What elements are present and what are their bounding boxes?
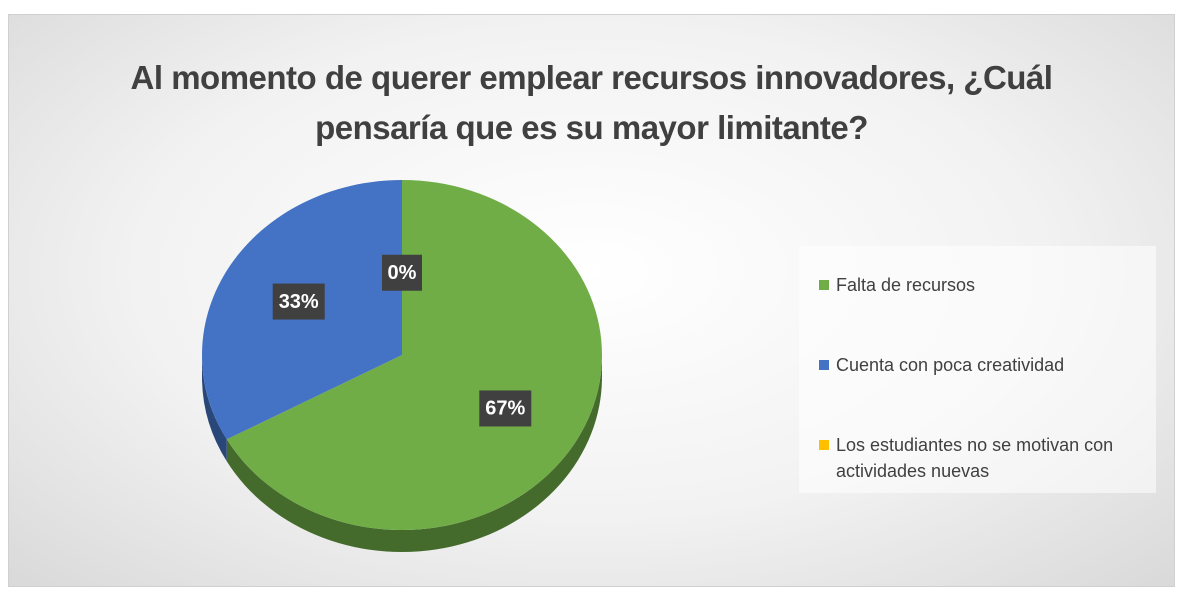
legend-swatch	[819, 440, 829, 450]
pie-sides	[202, 355, 603, 552]
legend-entry: Los estudiantes no se motivan con activi…	[819, 432, 1166, 484]
data-label: 0%	[388, 262, 417, 284]
pie-slice	[226, 180, 603, 530]
pie-tops	[202, 180, 603, 530]
chart-area: Al momento de querer emplear recursos in…	[8, 14, 1175, 587]
data-label-box	[479, 390, 532, 427]
legend-label: Cuenta con poca creatividad	[836, 355, 1065, 375]
legend-entry: Falta de recursos	[819, 272, 1166, 298]
pie-side	[202, 355, 227, 462]
legend-swatch	[819, 280, 829, 290]
legend-entry: Cuenta con poca creatividad	[819, 352, 1166, 378]
chart-title: Al momento de querer emplear recursos in…	[130, 59, 1053, 146]
data-label: 67%	[485, 398, 525, 420]
legend-label: Falta de recursos	[836, 275, 976, 295]
legend: Falta de recursos Cuenta con poca creativ…	[799, 246, 1156, 493]
legend-swatch	[819, 360, 829, 370]
legend-label: Los estudiantes no se motivan con activi…	[836, 435, 1114, 481]
data-label-box	[272, 283, 325, 320]
data-labels: 67% 33% 0%	[272, 254, 532, 427]
data-label-box	[382, 254, 422, 291]
data-label: 33%	[279, 291, 319, 313]
